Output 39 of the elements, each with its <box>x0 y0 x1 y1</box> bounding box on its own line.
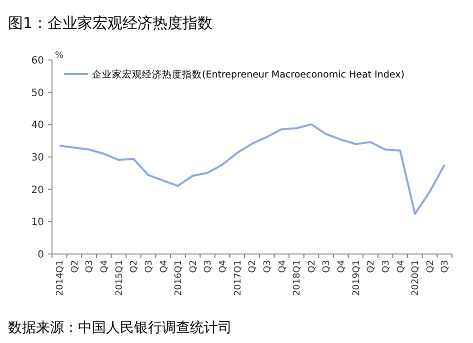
x-tick-label: Q3 <box>204 260 214 273</box>
x-tick-label: Q2 <box>130 260 140 273</box>
y-tick-label: 30 <box>31 152 44 164</box>
x-tick-label: Q2 <box>248 260 258 273</box>
y-tick-label: 20 <box>31 184 44 196</box>
x-tick-label: Q4 <box>218 260 229 273</box>
x-tick-label: 2014Q1 <box>56 260 66 296</box>
x-tick-label: Q3 <box>144 260 154 273</box>
x-tick-label: Q4 <box>100 260 110 273</box>
y-tick-label: 40 <box>31 120 44 132</box>
y-tick-label: 10 <box>31 217 44 228</box>
x-tick-label: Q3 <box>440 260 451 273</box>
x-tick-label: 2016Q1 <box>174 260 184 296</box>
x-tick-label: Q4 <box>337 260 348 273</box>
x-tick-label: 2019Q1 <box>352 260 362 296</box>
x-tick-label: Q4 <box>159 260 170 273</box>
line-series <box>58 123 446 215</box>
x-tick-label: Q2 <box>188 260 199 273</box>
y-axis-title: % <box>55 51 64 61</box>
x-tick-label: Q2 <box>366 260 377 273</box>
x-tick-label: 2017Q1 <box>233 260 244 296</box>
y-tick-label: 0 <box>38 250 44 260</box>
x-tick-label: Q3 <box>85 260 96 273</box>
legend-label: 企业家宏观经济热度指数(Entrepreneur Macroeconomic Heat Index) <box>92 68 404 80</box>
x-tick-label: 2015Q1 <box>114 260 125 296</box>
x-tick-label: Q2 <box>426 260 436 273</box>
x-tick-label: Q2 <box>70 260 80 273</box>
x-tick-label: Q3 <box>262 260 273 273</box>
x-tick-label: Q2 <box>307 260 318 273</box>
chart-title: 图1：企业家宏观经济热度指数 <box>8 14 213 32</box>
x-tick-label: 2018Q1 <box>292 260 303 296</box>
x-tick-label: Q4 <box>278 260 288 273</box>
source-note: 数据来源：中国人民银行调查统计司 <box>8 320 232 336</box>
x-tick-label: Q3 <box>381 260 392 273</box>
y-tick-label: 60 <box>31 56 44 66</box>
x-tick-label: Q3 <box>322 260 332 273</box>
y-tick-label: 50 <box>31 88 44 99</box>
x-tick-label: 2020Q1 <box>411 260 422 296</box>
x-tick-label: Q4 <box>396 260 406 273</box>
